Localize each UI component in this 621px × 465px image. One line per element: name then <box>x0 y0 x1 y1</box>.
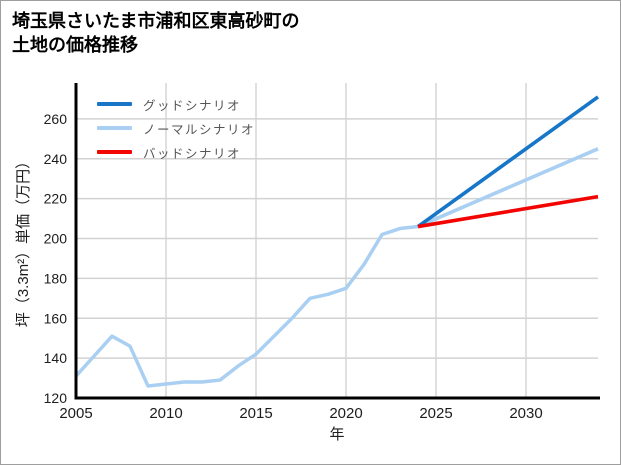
bad-scenario-line <box>417 194 599 229</box>
y-tick-label: 200 <box>44 231 68 247</box>
x-axis-label: 年 <box>329 426 344 443</box>
y-tick-labels: 120 140 160 180 200 220 240 260 <box>44 111 68 406</box>
y-tick-label: 220 <box>44 191 68 207</box>
legend-label: グッドシナリオ <box>143 98 242 113</box>
x-tick-label: 2015 <box>239 405 272 422</box>
y-tick-label: 180 <box>44 270 68 286</box>
legend-item-normal: ノーマルシナリオ <box>97 120 256 137</box>
y-axis-label: 坪（3.3m²）単価（万円） <box>15 154 32 327</box>
legend-label: ノーマルシナリオ <box>143 122 256 137</box>
x-tick-labels: 2005 2010 2015 2020 2025 2030 <box>59 405 542 422</box>
y-tick-label: 260 <box>44 111 68 127</box>
y-tick-label: 140 <box>44 350 68 366</box>
axis-spines <box>74 83 600 400</box>
legend-item-good: グッドシナリオ <box>97 96 255 113</box>
historical-price-line <box>74 224 419 388</box>
x-tick-label: 2005 <box>59 405 92 422</box>
x-tick-label: 2010 <box>149 405 182 422</box>
legend-line-swatch <box>97 150 132 154</box>
x-tick-label: 2030 <box>509 405 542 422</box>
y-tick-label: 240 <box>44 151 68 167</box>
page-title-line2: 土地の価格推移 <box>12 35 138 56</box>
legend-item-bad: バッドシナリオ <box>97 144 255 161</box>
normal-scenario-line <box>417 147 599 229</box>
legend-line-swatch <box>97 126 132 130</box>
legend-line-swatch <box>97 102 132 106</box>
y-tick-label: 160 <box>44 310 68 326</box>
x-tick-label: 2020 <box>329 405 362 422</box>
page-title: 埼玉県さいたま市浦和区東高砂町の 土地の価格推移 <box>12 9 299 58</box>
y-tick-label: 120 <box>44 390 68 406</box>
good-scenario-line <box>416 95 600 229</box>
page-title-line1: 埼玉県さいたま市浦和区東高砂町の <box>12 11 300 31</box>
x-tick-label: 2025 <box>419 405 452 422</box>
legend-label: バッドシナリオ <box>143 146 242 161</box>
chart-legend: グッドシナリオ ノーマルシナリオ バッドシナリオ <box>97 96 256 161</box>
